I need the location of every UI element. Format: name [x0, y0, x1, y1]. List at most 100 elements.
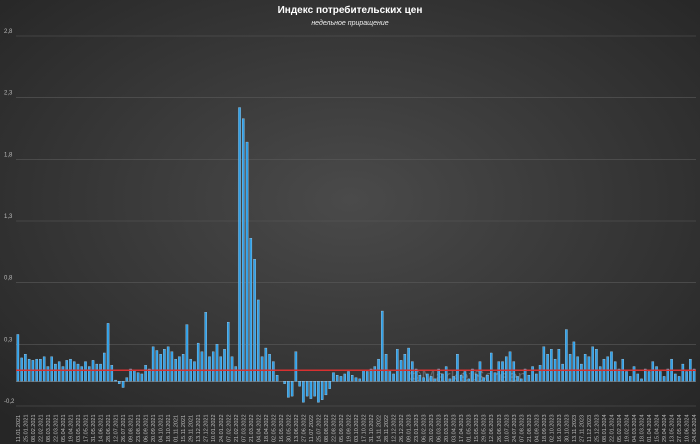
bar — [538, 365, 542, 382]
x-tick-label: 31.05.2021 — [91, 414, 97, 442]
x-tick-label: 22.01.2024 — [609, 414, 615, 442]
bar — [317, 381, 320, 403]
x-tick-label: 18.04.2022 — [264, 414, 270, 442]
x-tick-label: 06.03.2023 — [437, 414, 443, 442]
bar — [257, 299, 260, 382]
chart-title: Индекс потребительских цен — [278, 4, 423, 16]
x-tick-label: 10.01.2022 — [211, 414, 217, 442]
bar — [542, 346, 546, 382]
bar — [148, 368, 151, 382]
bar — [245, 141, 249, 382]
bar — [324, 381, 328, 396]
x-tick-label: 07.02.2022 — [226, 414, 232, 442]
x-tick-label: 25.12.2023 — [594, 414, 600, 442]
x-tick-label: 20.03.2023 — [444, 414, 450, 442]
x-tick-label: 11.01.2021 — [16, 415, 22, 442]
y-tick-label: -0,2 — [4, 399, 15, 405]
x-tick-label: 02.10.2023 — [549, 414, 555, 442]
bar — [366, 371, 369, 382]
y-tick-label: 2,8 — [4, 29, 13, 35]
bar — [332, 372, 335, 382]
x-tick-label: 03.04.2023 — [452, 414, 458, 442]
x-tick-label: 02.05.2022 — [271, 414, 277, 442]
bar — [118, 381, 121, 384]
bar — [84, 361, 87, 382]
x-tick-label: 14.11.2022 — [377, 415, 383, 442]
bar — [422, 377, 425, 382]
bar — [234, 366, 238, 382]
bar — [448, 378, 452, 382]
bar — [249, 238, 253, 382]
x-tick-label: 29.11.2021 — [189, 415, 195, 442]
bar — [467, 378, 470, 382]
bar — [647, 371, 651, 382]
bar — [347, 371, 350, 382]
x-tick-label: 04.10.2021 — [159, 414, 165, 442]
bar — [181, 354, 185, 382]
bar — [437, 368, 440, 382]
bar — [426, 373, 429, 382]
bar — [358, 378, 362, 382]
bar — [242, 118, 245, 382]
bar — [489, 352, 493, 382]
bar — [508, 351, 512, 382]
bar — [629, 376, 632, 382]
x-tick-label: 22.03.2021 — [53, 414, 59, 442]
bar — [677, 376, 681, 382]
bar — [411, 361, 414, 382]
x-tick-label: 21.08.2023 — [527, 414, 533, 442]
bar — [429, 376, 433, 382]
bar — [583, 354, 587, 382]
bar — [155, 350, 159, 382]
y-tick-label: 1,3 — [4, 214, 13, 220]
x-tick-label: 05.02.2024 — [617, 414, 623, 442]
bar — [568, 354, 572, 382]
bar — [260, 356, 264, 382]
bar — [76, 363, 80, 382]
bar — [418, 375, 422, 382]
x-tick-label: 29.05.2023 — [482, 414, 488, 442]
x-tick-label: 27.05.2024 — [677, 414, 683, 442]
bar — [264, 347, 268, 382]
x-tick-label: 04.09.2023 — [534, 414, 540, 442]
x-tick-label: 08.02.2021 — [31, 414, 37, 442]
bar — [185, 324, 189, 382]
x-tick-label: 12.12.2022 — [392, 414, 398, 442]
bar — [46, 366, 50, 382]
bar — [523, 368, 527, 382]
x-tick-label: 23.01.2023 — [414, 414, 420, 442]
x-tick-label: 28.11.2022 — [384, 415, 390, 442]
chart-subtitle: недельное приращение — [311, 19, 388, 27]
bar — [227, 321, 230, 382]
bar — [362, 370, 365, 382]
bar — [463, 371, 467, 382]
x-tick-label: 24.01.2022 — [219, 414, 225, 442]
x-tick-label: 01.05.2023 — [467, 414, 473, 442]
bar — [659, 371, 662, 382]
bar — [595, 349, 598, 382]
x-tick-label: 19.09.2022 — [346, 414, 352, 442]
x-tick-label: 15.11.2021 — [181, 415, 187, 442]
bar — [403, 354, 407, 382]
bar — [392, 373, 395, 382]
bar — [88, 366, 91, 382]
x-tick-label: 12.06.2023 — [489, 414, 495, 442]
y-tick-label: 0,3 — [4, 337, 13, 343]
bar — [170, 351, 174, 382]
bar — [166, 346, 170, 382]
x-tick-label: 05.04.2021 — [61, 414, 67, 442]
x-tick-label: 13.12.2021 — [196, 414, 202, 442]
bar — [24, 354, 27, 382]
x-tick-label: 17.04.2023 — [459, 414, 465, 442]
x-tick-label: 08.08.2022 — [324, 414, 330, 442]
x-tick-label: 13.05.2024 — [670, 414, 676, 442]
bar — [482, 377, 485, 382]
bar — [674, 373, 677, 382]
x-tick-label: 21.02.2022 — [234, 414, 240, 442]
x-tick-label: 04.04.2022 — [256, 414, 262, 442]
bar — [535, 373, 538, 382]
bar — [459, 375, 463, 382]
bar — [576, 356, 579, 382]
bar — [617, 368, 621, 382]
